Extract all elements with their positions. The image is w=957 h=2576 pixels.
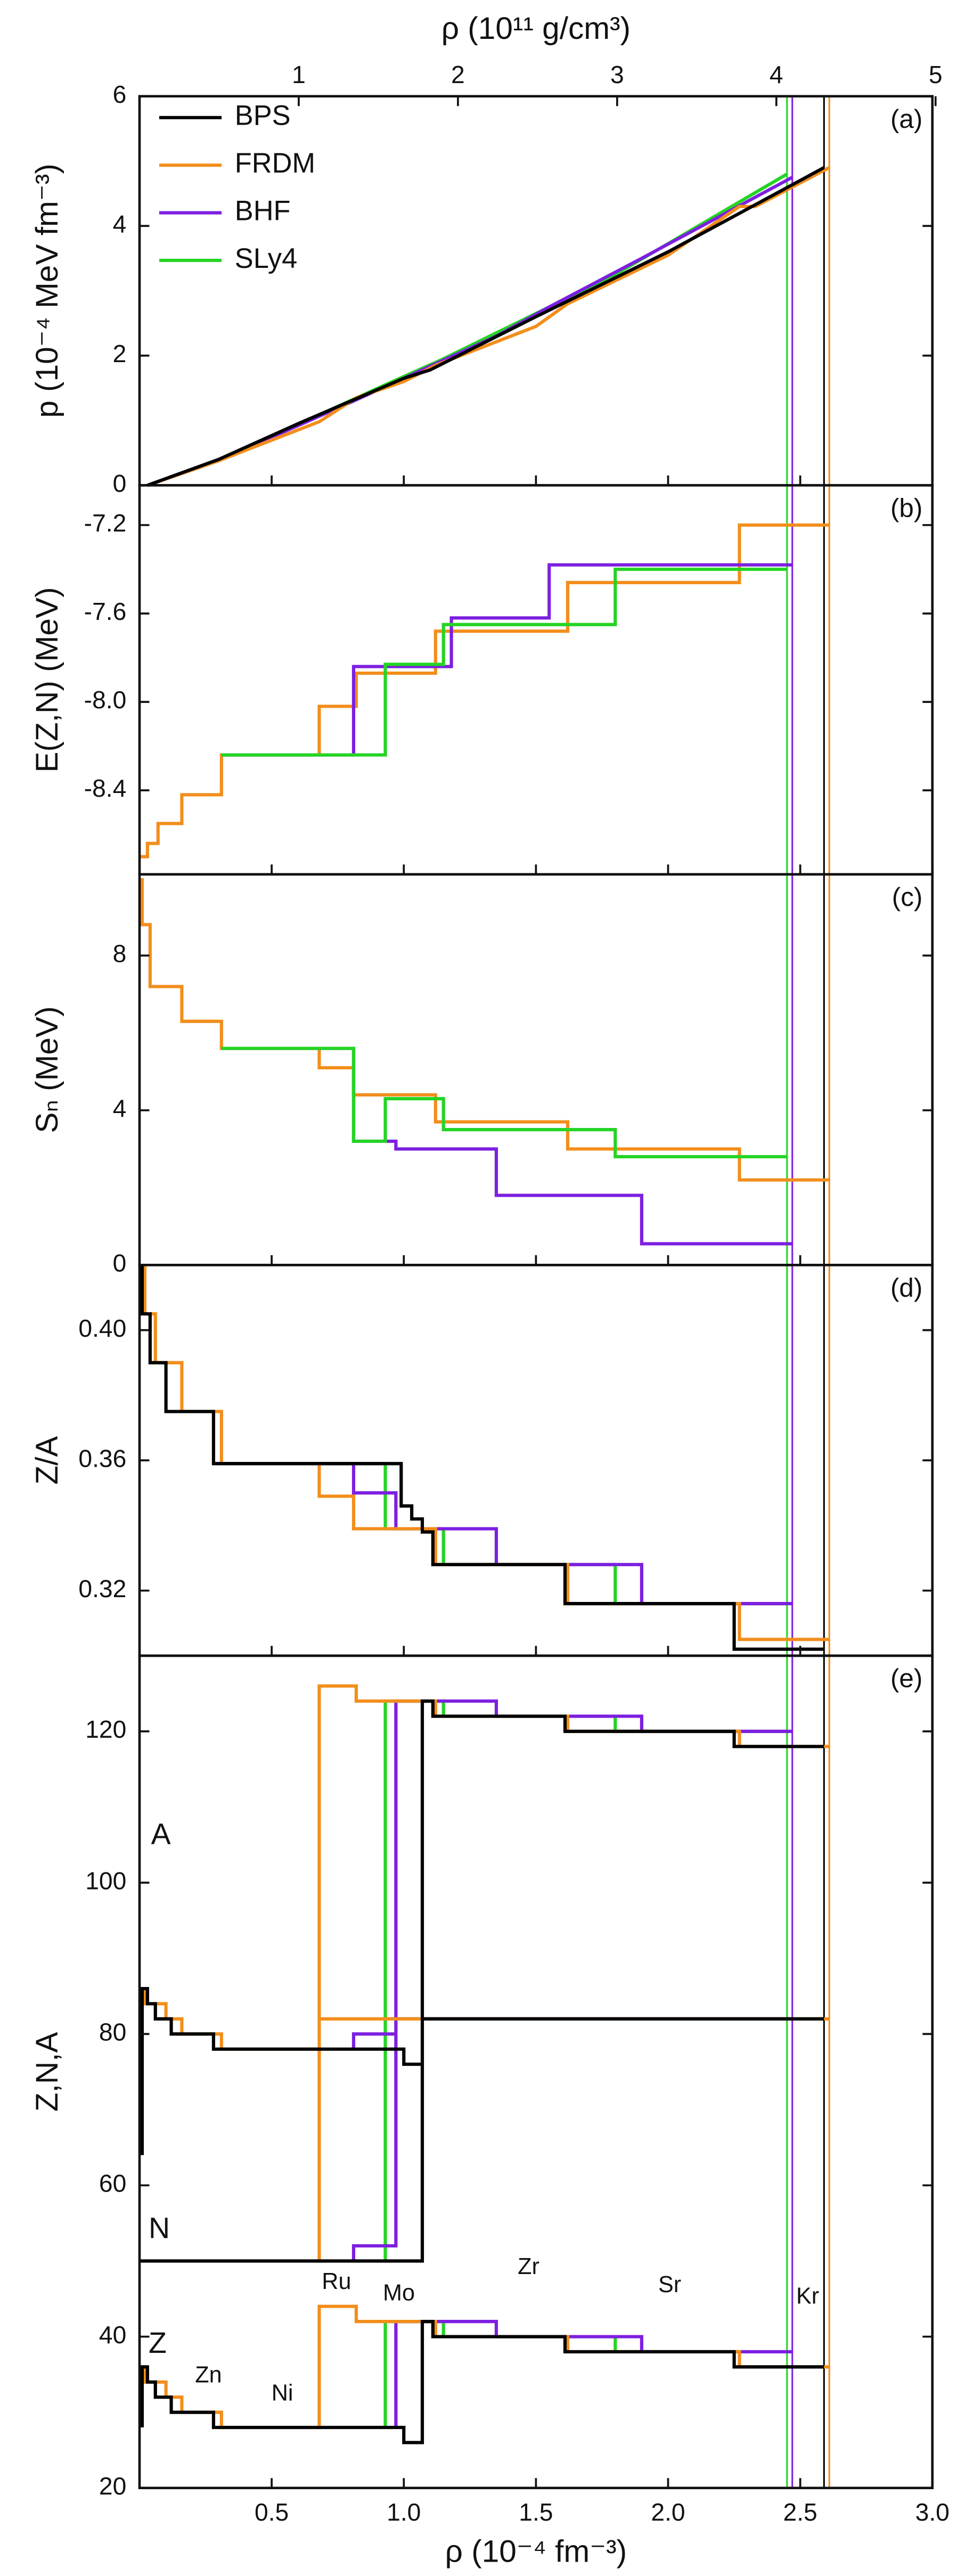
panel-label: (e)	[890, 1664, 922, 1693]
x2-tick-label: 1	[292, 61, 306, 88]
y-tick-label: 0.40	[78, 1314, 126, 1342]
x2-tick-label: 4	[770, 61, 783, 88]
x2-tick-label: 2	[451, 61, 465, 88]
series-line	[146, 166, 830, 487]
y-tick-label: 0.36	[78, 1444, 126, 1472]
x-tick-label: 2.5	[783, 2498, 817, 2526]
x2-axis-title: ρ (10¹¹ g/cm³)	[441, 11, 631, 46]
annotation: N	[149, 2211, 170, 2244]
y-tick-label: 0	[113, 1249, 127, 1277]
y-tick-label: -7.6	[84, 598, 127, 625]
series-line	[221, 563, 792, 757]
series-line	[139, 1699, 824, 2444]
y-axis-title: Z/A	[30, 1436, 64, 1485]
panel-label: (a)	[890, 104, 922, 134]
plot-frame	[138, 873, 934, 1266]
plot-frame	[138, 1264, 934, 1657]
y-tick-label: -8.0	[84, 686, 127, 714]
legend-label: BHF	[235, 195, 291, 226]
x-tick-label: 0.5	[255, 2498, 289, 2526]
series-line	[140, 878, 830, 1182]
y-tick-label: 20	[99, 2472, 126, 2500]
series-line	[143, 1265, 830, 1641]
series-line	[221, 1046, 787, 1159]
y-tick-label: -7.2	[84, 509, 127, 537]
series-line	[140, 1265, 824, 1651]
plot-frame	[138, 1654, 934, 2489]
legend-label: BPS	[235, 101, 291, 132]
y-tick-label: 4	[113, 210, 127, 238]
plot-frame	[138, 484, 934, 876]
y-axis-title: E(Z,N) (MeV)	[30, 587, 64, 772]
x-axis-title: ρ (10⁻⁴ fm⁻³)	[445, 2534, 627, 2569]
series-line	[221, 567, 787, 757]
y-tick-label: 4	[113, 1094, 127, 1122]
x-tick-label: 1.0	[387, 2498, 421, 2526]
panel-label: (c)	[892, 882, 922, 912]
y-tick-label: 2	[113, 340, 127, 367]
x-tick-label: 1.5	[519, 2498, 553, 2526]
series-line	[221, 1046, 792, 1246]
annotation: Zn	[195, 2362, 222, 2387]
x2-tick-label: 5	[929, 61, 943, 88]
y-tick-label: 120	[85, 1715, 126, 1743]
annotation: Ni	[272, 2380, 293, 2406]
y-tick-label: 6	[113, 80, 127, 108]
annotation: Zr	[518, 2254, 539, 2279]
y-tick-label: 0.32	[78, 1575, 126, 1602]
legend-label: SLy4	[235, 243, 297, 274]
y-tick-label: 80	[99, 2018, 126, 2046]
series-line	[146, 166, 825, 487]
x2-tick-label: 3	[610, 61, 624, 88]
legend-label: FRDM	[235, 148, 315, 179]
series-line	[139, 523, 830, 858]
y-tick-label: 8	[113, 940, 127, 968]
annotation: Z	[149, 2326, 167, 2359]
x-tick-label: 2.0	[651, 2498, 685, 2526]
x-tick-label: 3.0	[915, 2498, 950, 2526]
y-tick-label: 0	[113, 469, 127, 497]
y-tick-label: 100	[85, 1867, 126, 1894]
annotation: Ru	[322, 2269, 351, 2294]
annotation: Kr	[796, 2284, 819, 2309]
y-axis-title: Z,N,A	[30, 2032, 64, 2112]
annotation: Sr	[658, 2272, 681, 2297]
series-line	[143, 1684, 830, 2430]
y-tick-label: 40	[99, 2321, 126, 2349]
y-axis-title: Sₙ (MeV)	[30, 1007, 64, 1133]
y-tick-label: -8.4	[84, 774, 127, 802]
series-line	[221, 1462, 787, 1606]
series-line	[221, 1462, 792, 1606]
series-line	[383, 1699, 787, 2428]
y-axis-title: p (10⁻⁴ MeV fm⁻³)	[30, 163, 64, 418]
y-tick-label: 60	[99, 2170, 126, 2197]
annotation: A	[151, 1818, 171, 1851]
annotation: Mo	[383, 2280, 415, 2305]
panel-label: (d)	[890, 1273, 922, 1303]
panel-label: (b)	[890, 494, 922, 523]
